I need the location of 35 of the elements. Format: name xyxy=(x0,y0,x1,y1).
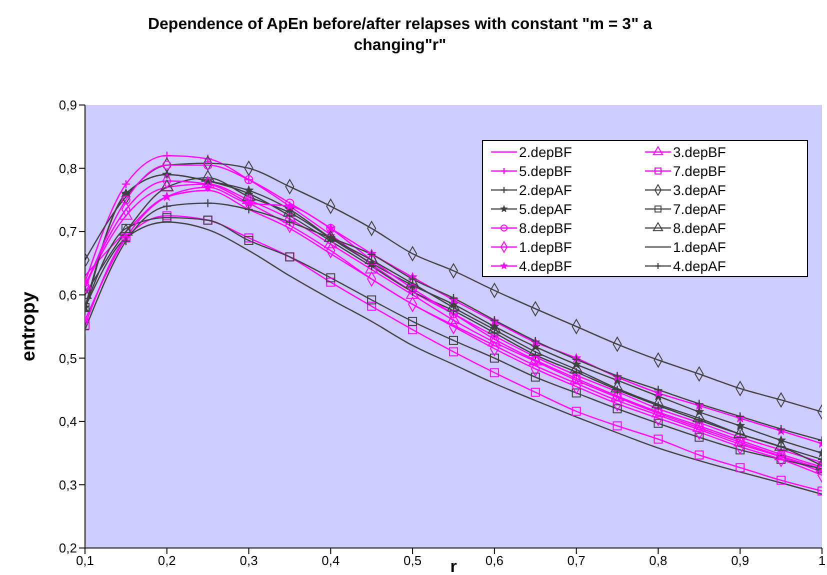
legend-label: 3.depBF xyxy=(673,144,726,160)
legend-label: 5.depBF xyxy=(519,162,572,178)
legend-label: 7.depBF xyxy=(673,162,726,178)
legend-label: 8.depAF xyxy=(673,220,726,236)
y-tick-label: 0,8 xyxy=(58,160,77,176)
y-tick-label: 0,3 xyxy=(58,477,77,492)
y-tick-label: 0,2 xyxy=(58,540,77,556)
x-tick-label: 0,9 xyxy=(731,553,750,568)
legend-label: 3.depAF xyxy=(673,182,726,198)
x-tick-label: 0,1 xyxy=(76,553,94,568)
x-tick-label: 0,2 xyxy=(158,553,176,568)
y-tick-label: 0,7 xyxy=(58,224,77,240)
legend-label: 8.depBF xyxy=(519,220,572,236)
y-tick-label: 0,5 xyxy=(58,350,77,366)
x-tick-label: 0,8 xyxy=(649,553,668,568)
legend-label: 7.depAF xyxy=(673,200,726,216)
x-tick-label: 0,5 xyxy=(404,553,422,568)
x-tick-label: 0,7 xyxy=(567,553,586,568)
y-tick-label: 0,4 xyxy=(58,414,77,430)
chart-title: Dependence of ApEn before/after relapses with constant "m = 3" a changing"r" xyxy=(146,15,654,56)
legend-label: 5.depAF xyxy=(519,200,572,216)
y-axis-title: entropy xyxy=(18,291,40,362)
legend-label: 2.depAF xyxy=(519,182,572,198)
legend-label: 1.depAF xyxy=(673,238,726,254)
x-tick-label: 0,4 xyxy=(322,553,340,568)
y-tick-label: 0,6 xyxy=(58,287,77,302)
x-tick-label: 1 xyxy=(818,553,826,568)
x-tick-label: 0,6 xyxy=(485,553,504,568)
y-tick-label: 0,9 xyxy=(58,98,77,113)
x-tick-label: 0,3 xyxy=(240,553,258,568)
x-axis-title: r xyxy=(450,557,458,575)
legend-label: 1.depBF xyxy=(519,238,572,254)
legend-label: 4.depAF xyxy=(673,258,726,274)
legend-label: 2.depBF xyxy=(519,144,572,160)
legend-label: 4.depBF xyxy=(519,258,572,274)
